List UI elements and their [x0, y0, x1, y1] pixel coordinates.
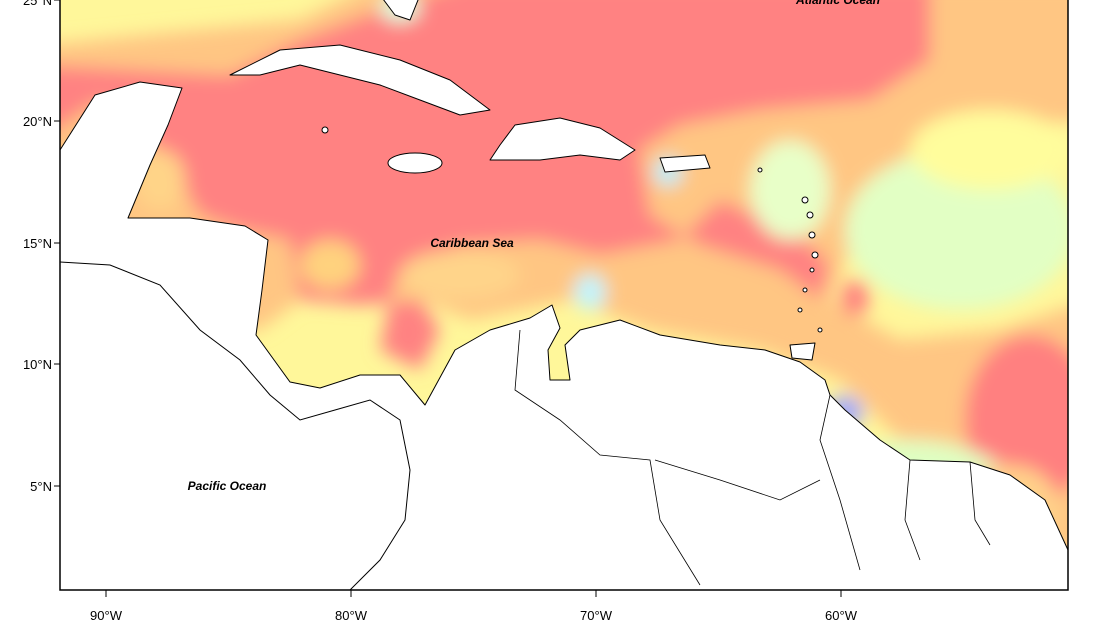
place-label: Atlantic Ocean: [795, 0, 880, 7]
mainland: [60, 81, 1068, 590]
lon-label: 60°W: [825, 608, 858, 623]
lat-label: 25°N: [23, 0, 52, 8]
frame: [59, 0, 1069, 591]
trinidad: [789, 342, 816, 361]
lat-label: 10°N: [23, 357, 52, 372]
hispaniola: [489, 117, 636, 161]
place-label: Pacific Ocean: [188, 479, 267, 493]
place-label: Caribbean Sea: [430, 236, 514, 250]
lon-label: 70°W: [580, 608, 613, 623]
lat-label: 5°N: [30, 479, 52, 494]
florida: [383, 0, 419, 21]
lat-label: 20°N: [23, 114, 52, 129]
borders: [514, 329, 991, 586]
puerto-rico: [659, 154, 711, 173]
lon-label: 80°W: [335, 608, 368, 623]
jamaica: [387, 152, 443, 174]
pacific-coast: [60, 261, 411, 590]
lesser-antilles: [321, 126, 823, 333]
lon-label: 90°W: [90, 608, 123, 623]
map-area: [60, 0, 1068, 590]
lat-label: 15°N: [23, 236, 52, 251]
heat-field: [60, 0, 1068, 565]
cuba: [229, 44, 491, 116]
